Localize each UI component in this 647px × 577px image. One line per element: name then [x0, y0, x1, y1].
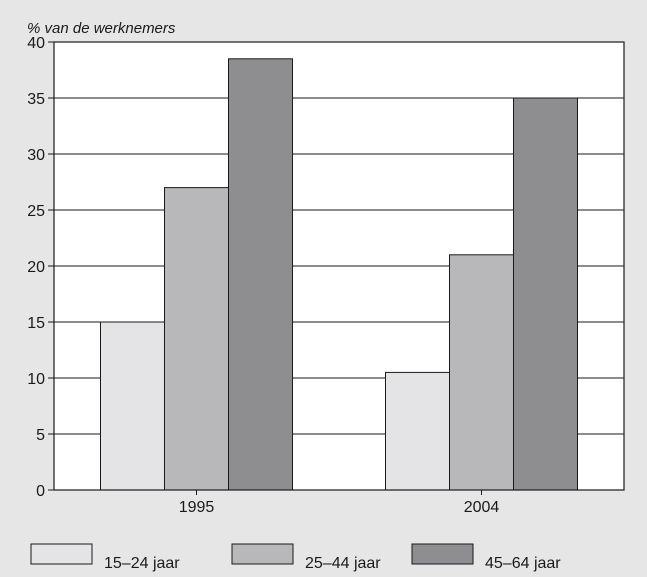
y-tick-label: 40	[27, 35, 45, 52]
bar-2004-series-3	[513, 97, 578, 491]
y-tick-label: 0	[36, 483, 45, 500]
bar-2004-series-1	[385, 371, 450, 491]
x-tick-label: 1995	[179, 499, 215, 516]
legend-swatch-2	[231, 543, 294, 565]
legend-label-3: 45–64 jaar	[485, 555, 561, 572]
y-tick-label: 5	[36, 427, 45, 444]
y-tick-label: 15	[27, 315, 45, 332]
legend-label-2: 25–44 jaar	[305, 555, 381, 572]
bar-1995-series-1	[100, 321, 165, 491]
y-axis: 0 5 10 15 20 25 30 35 40	[27, 35, 54, 500]
bar-1995-series-2	[164, 187, 229, 491]
y-tick-label: 30	[27, 147, 45, 164]
legend-label-1: 15–24 jaar	[104, 555, 180, 572]
bar-2004-series-2	[449, 254, 514, 491]
y-tick-label: 10	[27, 371, 45, 388]
y-tick-label: 35	[27, 91, 45, 108]
legend: 15–24 jaar 25–44 jaar 45–64 jaar	[30, 543, 561, 572]
x-tick-label: 2004	[464, 499, 500, 516]
y-axis-unit-label: % van de werknemers	[27, 20, 176, 37]
legend-swatch-3	[411, 543, 474, 565]
y-tick-label: 25	[27, 203, 45, 220]
y-tick-label: 20	[27, 259, 45, 276]
x-axis: 1995 2004	[179, 490, 500, 516]
legend-swatch-1	[30, 543, 93, 565]
bar-1995-series-3	[228, 58, 293, 491]
